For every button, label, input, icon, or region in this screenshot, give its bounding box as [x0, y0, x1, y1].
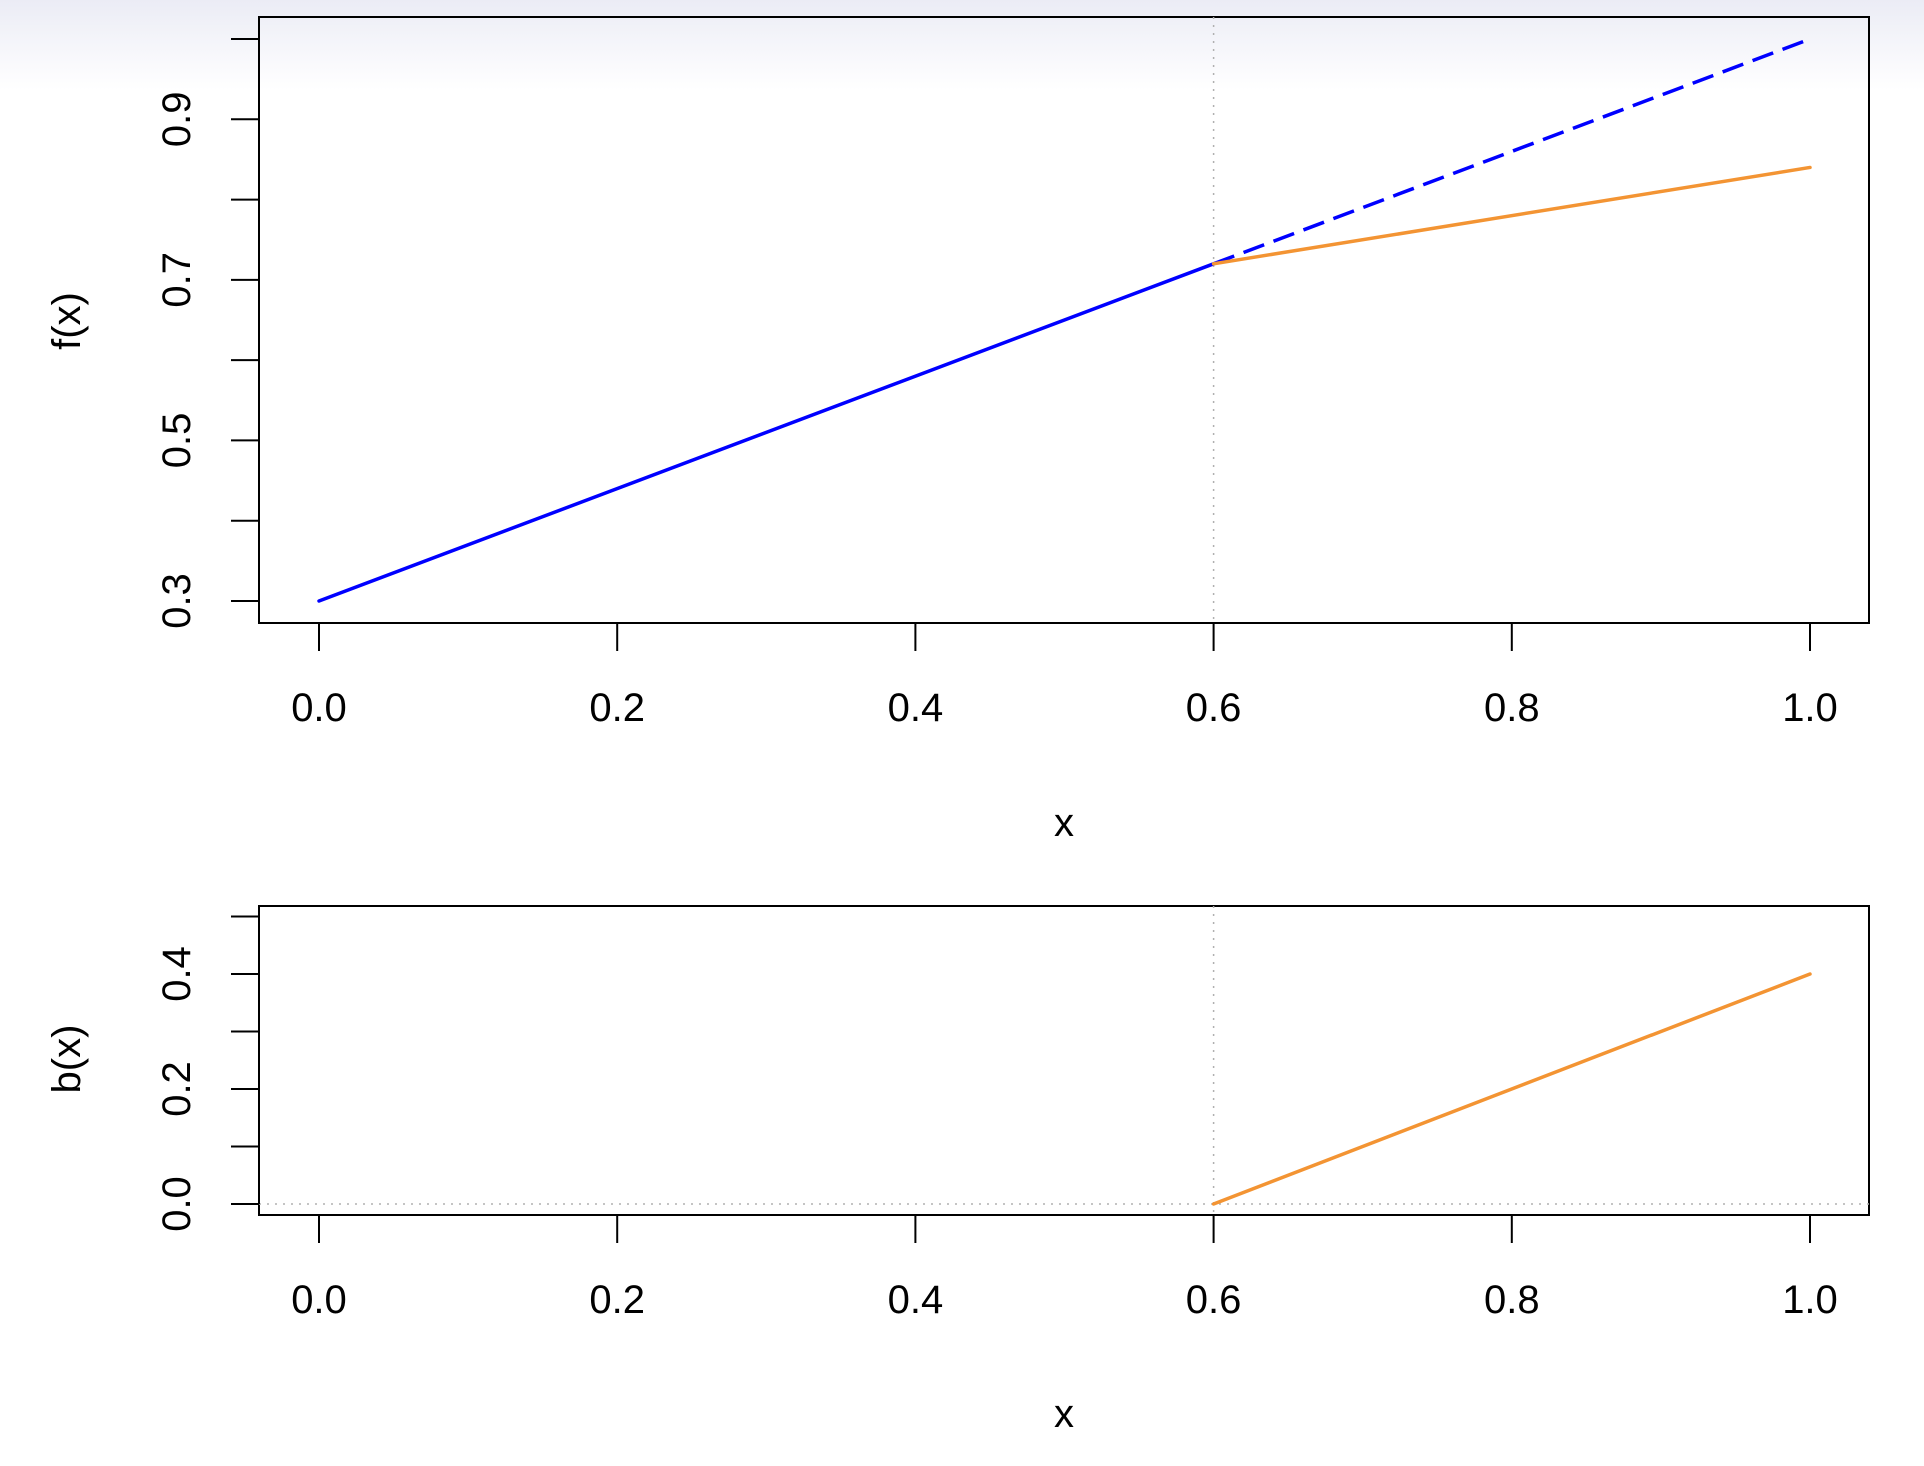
x-axis-label: x	[1054, 1392, 1074, 1436]
panel-1: 0.0 0.2 0.4 0.6 0.8 1.0 x 0.3 0.5 0.7 0.9 f(x)	[45, 16, 1870, 845]
x-tick-label: 0.8	[1484, 1278, 1540, 1322]
panel-2: 0.0 0.2 0.4 0.6 0.8 1.0 x 0.0 0.2 0.4 b(x)	[45, 905, 1870, 1436]
series-line-1	[317, 262, 1216, 603]
x-tick-label: 0.2	[589, 686, 645, 730]
x-tick-label: 0.2	[589, 1278, 645, 1322]
x-tick-label: 0.6	[1186, 1278, 1242, 1322]
plot-frame	[258, 905, 1870, 1216]
y-tick-label: 0.4	[155, 946, 199, 1002]
top-fade	[0, 0, 1924, 90]
series-line-3	[1211, 165, 1812, 266]
x-tick-label: 0.0	[291, 686, 347, 730]
y-tick-label: 0.9	[155, 91, 199, 147]
series-line-2	[1212, 37, 1811, 266]
x-axis-label: x	[1054, 801, 1074, 845]
x-tick-label: 0.6	[1186, 686, 1242, 730]
x-tick-label: 0.0	[291, 1278, 347, 1322]
y-axis-label: b(x)	[45, 1025, 89, 1094]
y-tick-label: 0.7	[155, 252, 199, 308]
x-tick-label: 0.4	[888, 1278, 944, 1322]
y-tick-label: 0.3	[155, 573, 199, 629]
y-tick-label: 0.0	[155, 1176, 199, 1232]
y-tick-label: 0.2	[155, 1061, 199, 1117]
series-line-1	[1211, 972, 1812, 1206]
x-tick-label: 0.8	[1484, 686, 1540, 730]
x-tick-label: 1.0	[1782, 686, 1838, 730]
y-axis-label: f(x)	[45, 292, 89, 350]
y-tick-label: 0.5	[155, 413, 199, 469]
x-tick-label: 0.4	[888, 686, 944, 730]
x-tick-label: 1.0	[1782, 1278, 1838, 1322]
